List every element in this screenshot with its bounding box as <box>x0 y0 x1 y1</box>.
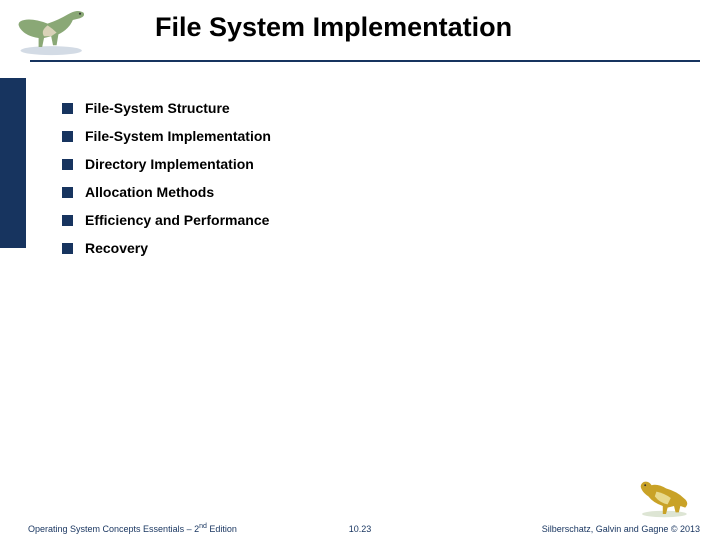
item-text: Recovery <box>85 240 148 256</box>
footer-right: Silberschatz, Galvin and Gagne © 2013 <box>542 524 700 534</box>
list-item: File-System Implementation <box>62 128 271 144</box>
dinosaur-top-icon <box>8 2 98 56</box>
bullet-icon <box>62 103 73 114</box>
bullet-list: File-System Structure File-System Implem… <box>62 100 271 268</box>
list-item: Efficiency and Performance <box>62 212 271 228</box>
item-text: Allocation Methods <box>85 184 214 200</box>
item-text: Efficiency and Performance <box>85 212 269 228</box>
slide-title: File System Implementation <box>155 12 512 43</box>
title-rule <box>30 60 700 62</box>
bullet-icon <box>62 243 73 254</box>
footer: Operating System Concepts Essentials – 2… <box>0 523 720 534</box>
sidebar-stripe <box>0 78 26 248</box>
header: File System Implementation <box>0 0 720 78</box>
footer-left-post: Edition <box>207 524 237 534</box>
bullet-icon <box>62 187 73 198</box>
dinosaur-bottom-icon <box>634 474 698 518</box>
footer-page-number: 10.23 <box>349 524 372 534</box>
footer-left: Operating System Concepts Essentials – 2… <box>28 523 237 534</box>
list-item: File-System Structure <box>62 100 271 116</box>
item-text: Directory Implementation <box>85 156 254 172</box>
bullet-icon <box>62 131 73 142</box>
list-item: Recovery <box>62 240 271 256</box>
list-item: Directory Implementation <box>62 156 271 172</box>
item-text: File-System Implementation <box>85 128 271 144</box>
bullet-icon <box>62 159 73 170</box>
bullet-icon <box>62 215 73 226</box>
footer-left-sup: nd <box>199 523 207 530</box>
item-text: File-System Structure <box>85 100 230 116</box>
footer-left-pre: Operating System Concepts Essentials – 2 <box>28 524 199 534</box>
list-item: Allocation Methods <box>62 184 271 200</box>
